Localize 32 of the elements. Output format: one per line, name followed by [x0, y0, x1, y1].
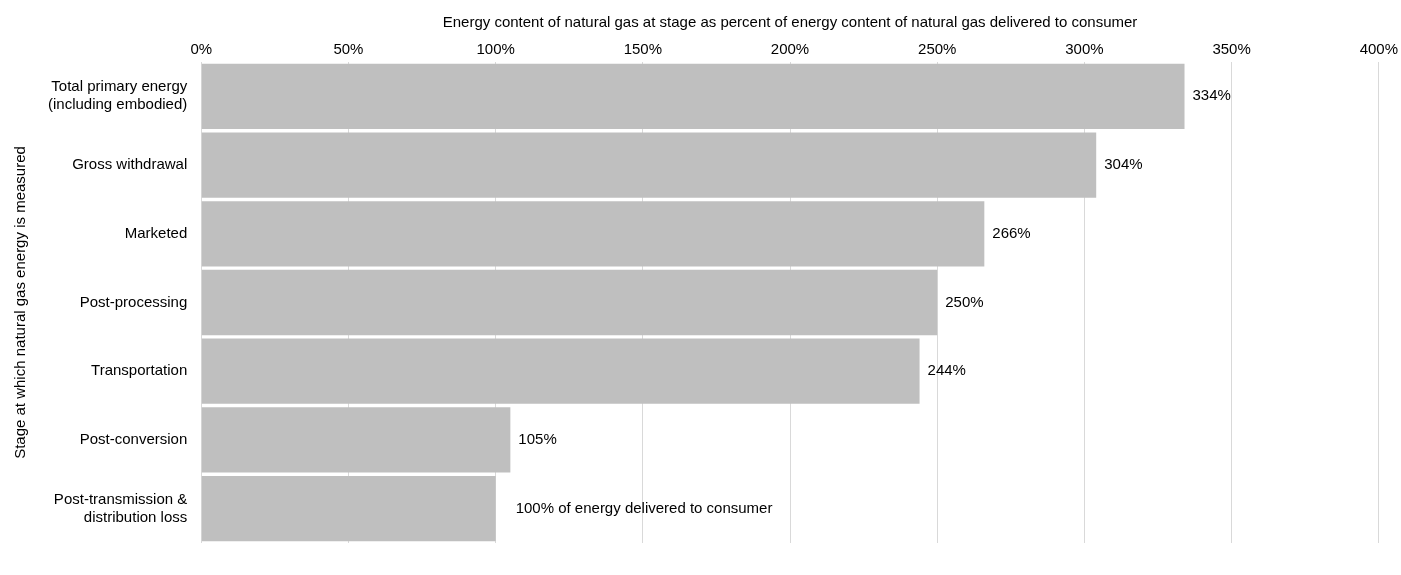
bar: [201, 132, 1097, 198]
x-tick-label: 100%: [476, 40, 515, 58]
x-tick-label: 300%: [1065, 40, 1104, 58]
x-tick-label: 150%: [623, 40, 663, 58]
y-tick-label: Transportation: [91, 361, 188, 379]
data-label: 100% of energy delivered to consumer: [515, 498, 773, 516]
data-label: 266%: [992, 223, 1031, 241]
y-tick-label: Marketed: [124, 223, 188, 241]
bar: [201, 338, 920, 404]
data-label: 244%: [927, 361, 966, 379]
bar: [201, 269, 938, 336]
data-label: 304%: [1104, 155, 1143, 173]
data-label: 250%: [945, 292, 984, 310]
y-tick-label: Gross withdrawal: [72, 155, 188, 173]
bar: [201, 201, 985, 267]
y-axis-title: Stage at which natural gas energy is measured: [11, 146, 29, 459]
x-tick-label: 200%: [770, 40, 810, 58]
y-tick-label: Post-conversion: [79, 430, 188, 448]
y-tick-label: Post-processing: [79, 292, 188, 310]
x-tick-label: 250%: [918, 40, 957, 58]
bar: [201, 407, 511, 473]
y-tick-label: Post-transmission & distribution loss: [53, 489, 188, 525]
data-label: 334%: [1192, 86, 1231, 104]
y-tick-label: Total primary energy (including embodied): [48, 77, 188, 113]
x-tick-label: 50%: [333, 40, 364, 58]
x-axis-title: Energy content of natural gas at stage as percent of energy content of natural gas delivered to consumer: [442, 13, 1138, 31]
x-tick-label: 350%: [1212, 40, 1251, 58]
x-tick-label: 400%: [1359, 40, 1399, 58]
data-label: 105%: [518, 430, 557, 448]
bar: [201, 476, 496, 542]
x-tick-label: 0%: [190, 40, 213, 58]
bar: [201, 63, 1185, 129]
